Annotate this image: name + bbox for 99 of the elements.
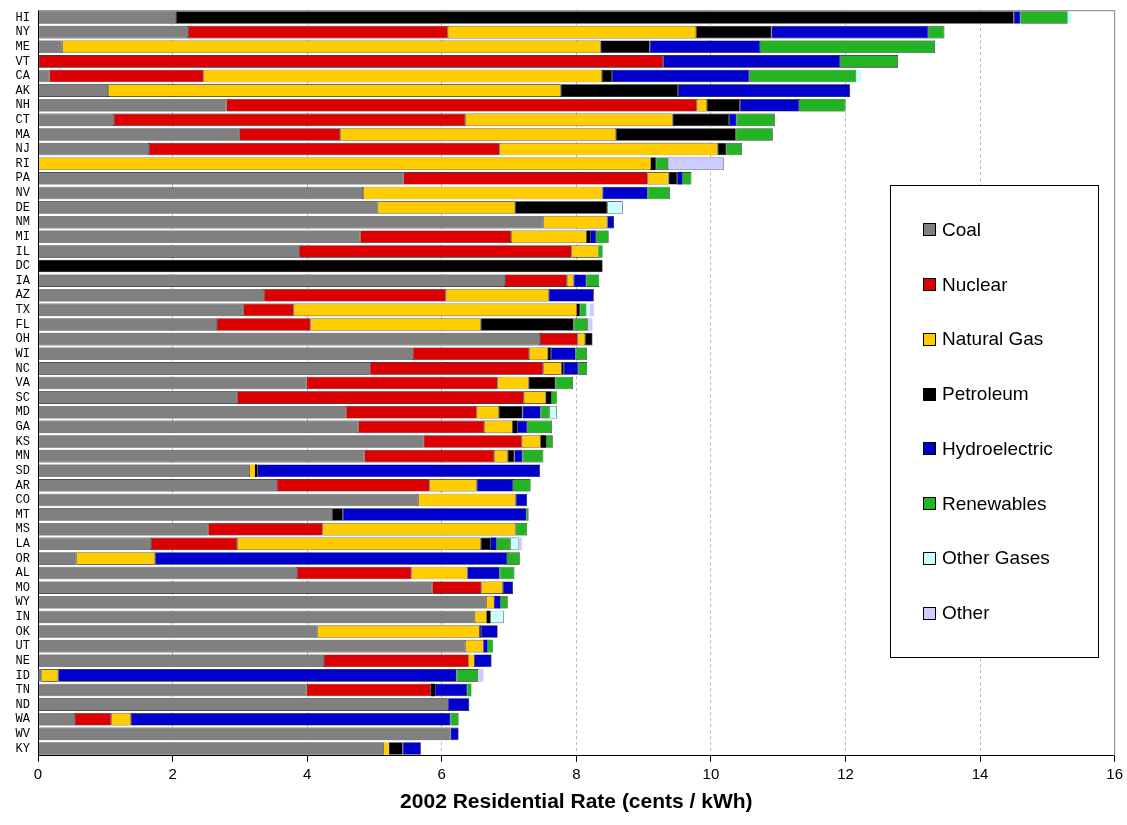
y-tick-label: UT [15,639,30,654]
bar [467,683,472,697]
y-tick-label: DC [15,259,30,274]
x-tick-label: 8 [572,764,581,782]
x-tick-label: 6 [437,764,446,782]
x-tick-label: 0 [33,764,43,782]
y-tick-label: MD [15,405,30,420]
y-tick-label: NV [15,186,31,201]
x-axis-title: 2002 Residential Rate (cents / kWh) [400,789,753,813]
y-tick-label: CT [15,113,30,128]
y-tick-label: MT [15,507,30,522]
y-tick-label: VA [15,376,31,391]
y-tick-label: WV [15,727,31,742]
y-tick-label: AL [15,566,30,581]
bar [677,172,682,185]
y-tick-label: WA [15,712,31,727]
y-tick-label: MN [15,449,30,464]
y-tick-label: MS [15,522,30,537]
x-tick-label: 12 [837,764,854,782]
bar [586,303,590,317]
bar [590,230,596,244]
x-tick-label: 4 [302,764,312,782]
y-tick-label: AZ [15,288,30,303]
bar [696,25,772,39]
legend-label: Hydroelectric [942,437,1053,460]
y-tick-label: NJ [15,142,30,157]
bar [515,201,608,214]
y-tick-label: LA [15,536,31,551]
legend-label: Other [942,602,990,625]
bar [383,742,389,755]
bar [175,11,1014,24]
y-tick-label: CO [15,493,30,508]
legend-label: Natural Gas [942,328,1044,351]
y-tick-label: OR [15,551,30,566]
y-tick-label: AR [15,478,30,493]
y-tick-label: HI [15,10,30,25]
y-tick-label: OK [15,624,31,639]
legend-label: Nuclear [942,273,1008,296]
y-tick-label: IL [15,244,30,259]
bar [480,318,574,331]
bar [526,508,529,521]
y-tick-label: KY [15,741,30,756]
y-tick-label: SC [15,390,30,405]
bar [528,376,556,390]
x-tick-label: 16 [1106,764,1123,782]
y-tick-label: SD [15,463,30,478]
bar [1067,11,1072,24]
y-tick-label: ME [15,39,30,54]
y-tick-label: CA [15,69,31,84]
bar [672,113,730,127]
bar [430,683,436,697]
bar [551,391,557,404]
legend-label: Coal [942,218,982,241]
bar [478,669,484,682]
x-tick-label: 14 [971,764,989,782]
bar [512,420,518,434]
y-tick-label: GA [15,420,31,435]
bar [468,654,475,668]
y-tick-label: VT [15,54,30,69]
y-tick-label: IA [15,273,31,288]
bar [577,303,580,317]
y-tick-label: NH [15,98,30,113]
y-tick-label: FL [15,317,30,332]
y-tick-label: PA [15,171,31,186]
y-tick-label: KS [15,434,30,449]
bar [249,464,255,477]
bar [507,449,515,463]
y-tick-label: ID [15,668,30,683]
legend-label: Other Gases [942,547,1050,570]
bar [598,245,603,258]
bar [540,435,547,448]
x-tick-label: 2 [168,764,177,782]
y-tick-label: DE [15,200,30,215]
y-tick-label: TN [15,683,30,698]
y-tick-label: NM [15,215,30,230]
y-tick-label: IN [15,610,30,625]
y-tick-label: NE [15,653,30,668]
bar [483,639,488,653]
y-tick-label: MA [15,127,31,142]
y-tick-label: OH [15,332,30,347]
bar [585,332,593,346]
legend-label: Renewables [942,492,1047,515]
y-tick-label: TX [15,303,30,318]
y-tick-label: MI [15,229,30,244]
y-tick-label: RI [15,156,30,171]
legend-label: Petroleum [942,383,1029,406]
y-tick-label: WY [15,595,30,610]
y-tick-label: WI [15,346,30,361]
y-tick-label: NC [15,361,30,376]
bar [494,596,501,609]
bar [589,303,594,317]
bar [616,128,736,141]
x-tick-label: 10 [702,764,720,782]
y-tick-label: NY [15,25,30,40]
bar [518,537,522,551]
bar [856,69,862,83]
y-tick-label: AK [15,83,31,98]
y-tick-label: ND [15,697,30,712]
y-tick-label: MO [15,580,30,595]
